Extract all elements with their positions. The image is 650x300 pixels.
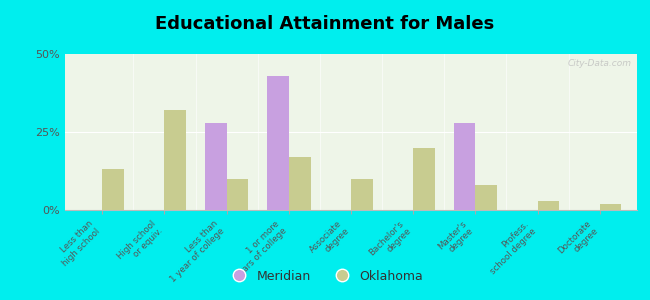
Bar bbox=[413, 148, 435, 210]
Bar bbox=[475, 185, 497, 210]
Bar bbox=[538, 201, 559, 210]
Bar bbox=[600, 204, 621, 210]
Text: Educational Attainment for Males: Educational Attainment for Males bbox=[155, 15, 495, 33]
Bar bbox=[351, 179, 372, 210]
Bar bbox=[102, 169, 124, 210]
Bar bbox=[289, 157, 311, 210]
Text: City-Data.com: City-Data.com bbox=[567, 59, 631, 68]
Bar bbox=[205, 123, 227, 210]
Bar bbox=[454, 123, 475, 210]
Bar bbox=[267, 76, 289, 210]
Bar bbox=[164, 110, 187, 210]
Bar bbox=[227, 179, 248, 210]
Legend: Meridian, Oklahoma: Meridian, Oklahoma bbox=[222, 265, 428, 288]
